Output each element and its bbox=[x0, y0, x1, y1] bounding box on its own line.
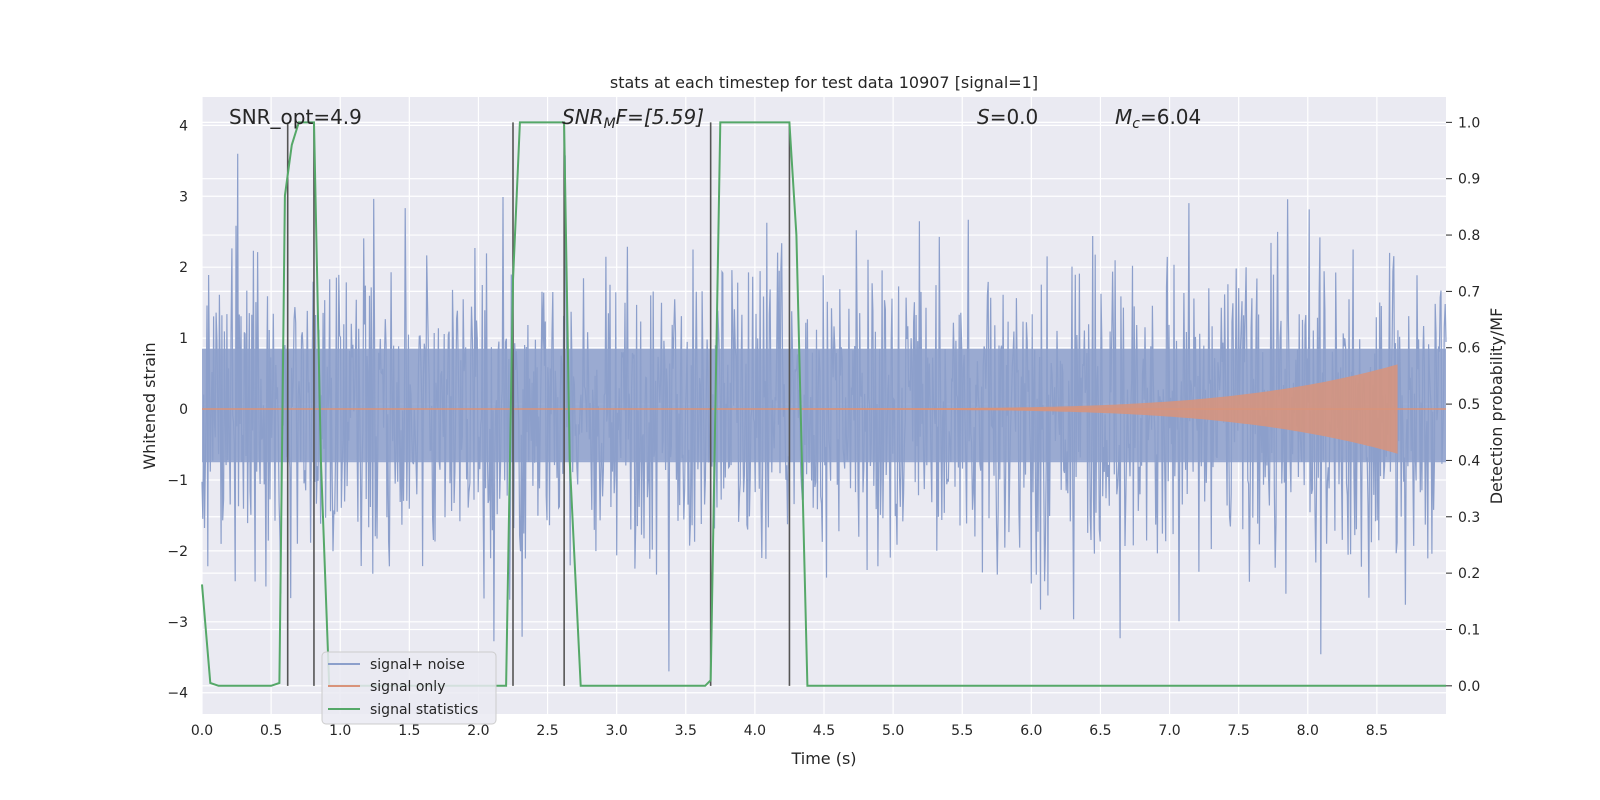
x-tick-label: 1.5 bbox=[398, 723, 420, 739]
y2-tick-label: 0.8 bbox=[1458, 228, 1480, 244]
x-tick-label: 0.5 bbox=[260, 723, 282, 739]
annotation-snr-opt: SNR_opt=4.9 bbox=[229, 105, 362, 129]
annotation-snr-mf-sub: M bbox=[604, 116, 616, 132]
annotation-mc: Mc=6.04 bbox=[1115, 105, 1201, 132]
y-tick-label: −2 bbox=[167, 544, 188, 560]
x-tick-label: 8.5 bbox=[1366, 723, 1388, 739]
y2-tick-label: 0.5 bbox=[1458, 397, 1480, 413]
y2-tick-label: 0.3 bbox=[1458, 510, 1480, 526]
annotation-s-main: S bbox=[977, 105, 990, 129]
y2-tick-label: 0.2 bbox=[1458, 566, 1480, 582]
y-tick-label: 2 bbox=[179, 260, 188, 276]
y-tick-label: 1 bbox=[179, 331, 188, 347]
y-tick-label: 3 bbox=[179, 189, 188, 205]
x-tick-label: 1.0 bbox=[329, 723, 351, 739]
y-tick-label: 0 bbox=[179, 402, 188, 418]
y2-tick-label: 0.6 bbox=[1458, 341, 1480, 357]
annotation-mc-main: M bbox=[1115, 105, 1132, 129]
x-tick-label: 8.0 bbox=[1297, 723, 1319, 739]
x-tick-label: 3.0 bbox=[606, 723, 628, 739]
x-tick-label: 5.5 bbox=[951, 723, 973, 739]
legend-box bbox=[321, 651, 497, 725]
x-tick-label: 6.0 bbox=[1020, 723, 1042, 739]
x-tick-label: 5.0 bbox=[882, 723, 904, 739]
x-tick-label: 0.0 bbox=[191, 723, 213, 739]
y-tick-label: −3 bbox=[167, 615, 188, 631]
signal-statistics-series bbox=[201, 121, 1446, 687]
annotation-mc-rest: =6.04 bbox=[1140, 105, 1201, 129]
x-tick-label: 7.0 bbox=[1158, 723, 1180, 739]
detection-boundaries bbox=[286, 122, 791, 686]
statistics-line bbox=[201, 121, 1446, 687]
y2-tick-label: 0.4 bbox=[1458, 453, 1480, 469]
y-axis-ticks: −4 −3 −2 −1 0 1 2 3 4 bbox=[167, 118, 188, 701]
y-tick-label: −1 bbox=[167, 473, 188, 489]
y2-tick-label: 1.0 bbox=[1458, 115, 1480, 131]
x-tick-label: 6.5 bbox=[1089, 723, 1111, 739]
y2-tick-label: 0.7 bbox=[1458, 284, 1480, 300]
x-tick-label: 4.0 bbox=[744, 723, 766, 739]
annotation-snr-mf: SNRMF=[5.59] bbox=[562, 105, 704, 132]
legend-label-statistics: signal statistics bbox=[370, 702, 478, 718]
y-tick-label: 4 bbox=[179, 118, 188, 134]
x-tick-label: 7.5 bbox=[1228, 723, 1250, 739]
signal-only-series bbox=[202, 364, 1446, 454]
y-axis-label: Whitened strain bbox=[140, 342, 159, 469]
x-axis-label: Time (s) bbox=[790, 749, 856, 768]
x-tick-label: 3.5 bbox=[675, 723, 697, 739]
annotation-mc-sub: c bbox=[1132, 116, 1140, 132]
annotation-s-rest: =0.0 bbox=[990, 105, 1039, 129]
y2-tick-label: 0.9 bbox=[1458, 172, 1480, 188]
y2-tick-label: 0.0 bbox=[1458, 679, 1480, 695]
annotation-s: S=0.0 bbox=[977, 105, 1038, 129]
legend-label-signal: signal only bbox=[370, 679, 445, 695]
legend: signal+ noise signal only signal statist… bbox=[321, 651, 497, 725]
y2-axis-ticks: 0.0 0.1 0.2 0.3 0.4 0.5 0.6 0.7 0.8 0.9 1.0 bbox=[1446, 115, 1480, 695]
annotation-snr-mf-rest: F=[5.59] bbox=[616, 105, 704, 129]
annotation-snr-mf-main: SNR bbox=[562, 105, 604, 129]
y2-axis-label: Detection probability/MF bbox=[1487, 308, 1506, 505]
noise-line bbox=[201, 153, 1447, 672]
x-tick-label: 4.5 bbox=[813, 723, 835, 739]
y-tick-label: −4 bbox=[167, 686, 188, 702]
x-axis-ticks: 0.0 0.5 1.0 1.5 2.0 2.5 3.0 3.5 4.0 4.5 5.0 5.5 6.0 6… bbox=[191, 723, 1388, 739]
y2-tick-label: 0.1 bbox=[1458, 622, 1480, 638]
x-tick-label: 2.0 bbox=[467, 723, 489, 739]
x-tick-label: 2.5 bbox=[536, 723, 558, 739]
chart-title: stats at each timestep for test data 109… bbox=[610, 73, 1038, 92]
legend-label-noise: signal+ noise bbox=[370, 657, 465, 673]
